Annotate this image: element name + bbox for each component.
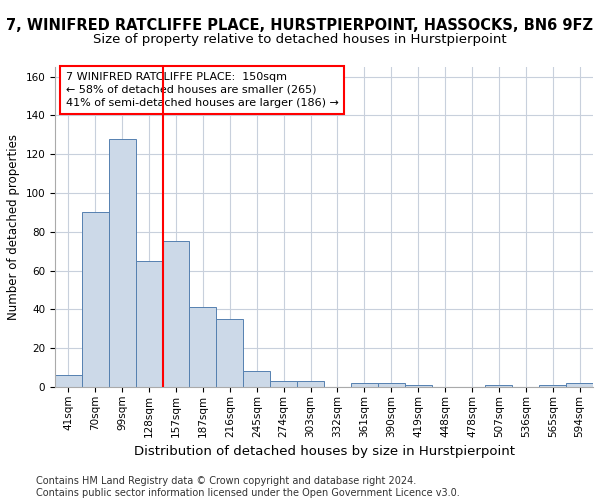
Bar [405,385,431,387]
X-axis label: Distribution of detached houses by size in Hurstpierpoint: Distribution of detached houses by size … [134,445,515,458]
Bar [297,381,324,387]
Y-axis label: Number of detached properties: Number of detached properties [7,134,20,320]
Text: Size of property relative to detached houses in Hurstpierpoint: Size of property relative to detached ho… [93,32,507,46]
Bar [244,372,270,387]
Bar [55,376,82,387]
Bar [539,385,566,387]
Bar [136,261,163,387]
Bar [109,138,136,387]
Text: 7, WINIFRED RATCLIFFE PLACE, HURSTPIERPOINT, HASSOCKS, BN6 9FZ: 7, WINIFRED RATCLIFFE PLACE, HURSTPIERPO… [7,18,593,32]
Bar [82,212,109,387]
Bar [351,383,378,387]
Text: Contains HM Land Registry data © Crown copyright and database right 2024.
Contai: Contains HM Land Registry data © Crown c… [36,476,460,498]
Bar [190,308,217,387]
Bar [163,242,190,387]
Bar [217,319,244,387]
Bar [378,383,405,387]
Text: 7 WINIFRED RATCLIFFE PLACE:  150sqm
← 58% of detached houses are smaller (265)
4: 7 WINIFRED RATCLIFFE PLACE: 150sqm ← 58%… [66,72,338,108]
Bar [485,385,512,387]
Bar [566,383,593,387]
Bar [270,381,297,387]
